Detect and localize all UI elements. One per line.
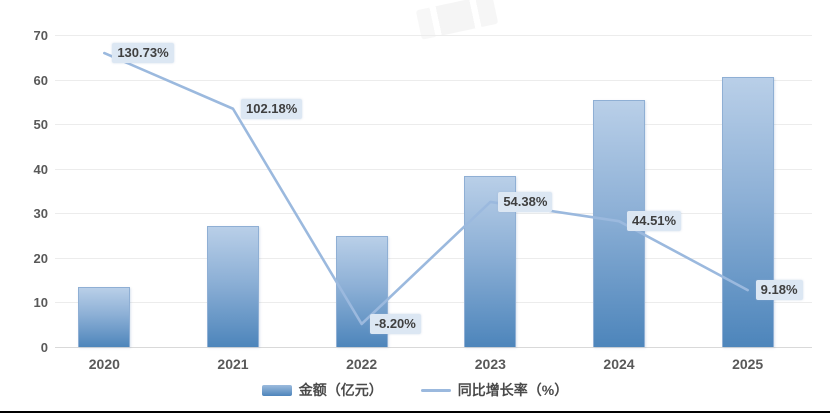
point-label-2020: 130.73% (112, 43, 174, 64)
bar-2025[interactable] (721, 76, 774, 347)
gridline (55, 124, 812, 126)
point-label-2025: 9.18% (755, 280, 803, 301)
y-tick-label: 10 (33, 295, 48, 311)
legend-bar-label: 金额（亿元） (298, 382, 383, 398)
y-tick-label: 60 (33, 72, 48, 88)
legend-line-label: 同比增长率（%） (457, 382, 569, 398)
bottom-border (0, 411, 830, 413)
gridline (55, 213, 812, 215)
y-tick-label: 70 (33, 28, 48, 43)
gridline (55, 168, 812, 170)
y-tick-label: 50 (33, 117, 48, 133)
x-label-2023: 2023 (474, 356, 506, 372)
y-tick-label: 20 (33, 250, 48, 266)
bar-swatch-icon (261, 384, 292, 396)
x-label-2024: 2024 (603, 356, 635, 372)
y-tick-label: 40 (33, 161, 48, 177)
y-tick-label: 0 (40, 340, 48, 355)
y-tick-label: 30 (33, 206, 48, 222)
legend-item-growth-rate: 同比增长率（%） (420, 380, 569, 400)
gridline (55, 347, 812, 348)
legend-item-amount: 金额（亿元） (261, 380, 383, 400)
gridline (55, 79, 812, 81)
line-swatch-icon (420, 388, 451, 392)
point-label-2021: 102.18% (241, 98, 303, 119)
bar-2021[interactable] (207, 226, 259, 347)
x-label-2022: 2022 (346, 356, 378, 372)
gridline (55, 257, 812, 259)
x-label-2020: 2020 (88, 356, 120, 372)
x-label-2021: 2021 (217, 356, 249, 372)
point-label-2024: 44.51% (627, 211, 682, 232)
gridline (55, 35, 812, 36)
legend: 金额（亿元） 同比增长率（%） (0, 378, 830, 402)
bar-2020[interactable] (78, 287, 131, 347)
watermark (415, 0, 499, 40)
point-label-2022: -8.20% (369, 313, 421, 334)
x-label-2025: 2025 (732, 356, 764, 372)
point-label-2023: 54.38% (498, 191, 553, 212)
growth-rate-polyline (103, 51, 749, 326)
gridline (55, 302, 812, 304)
